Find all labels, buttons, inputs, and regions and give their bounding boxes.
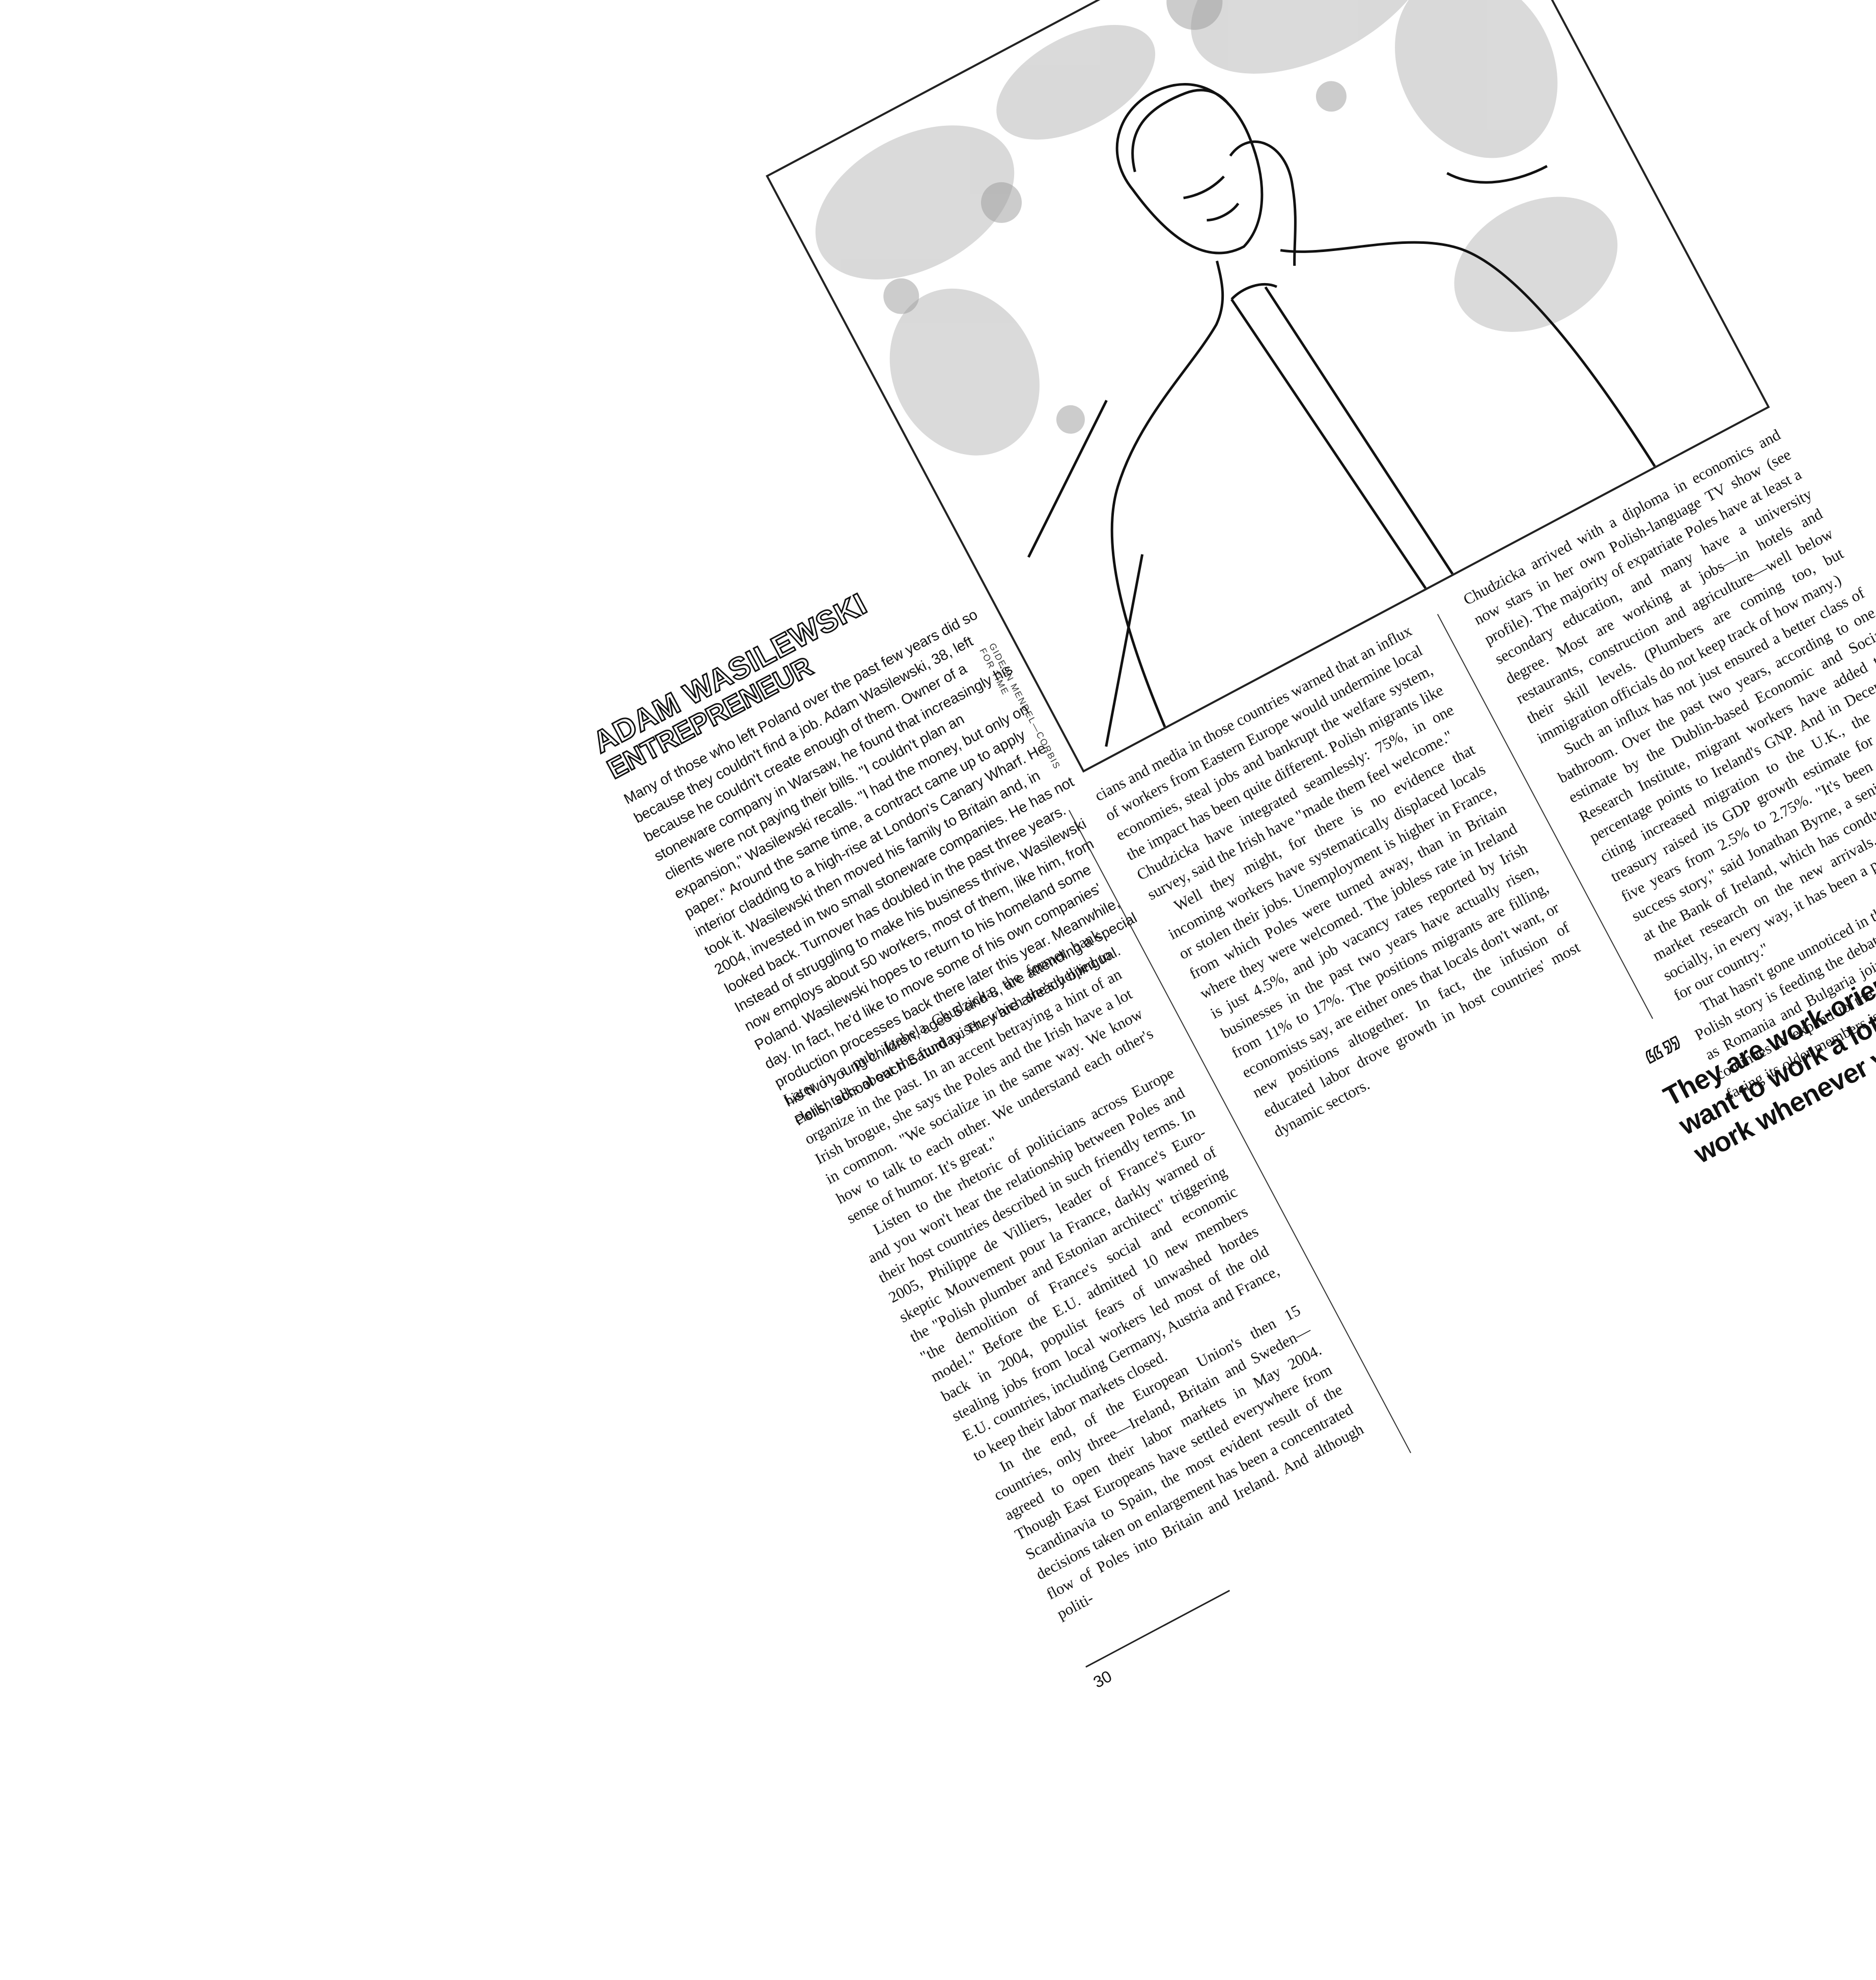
page-number: 30 [1090, 1666, 1115, 1692]
portrait-photo [766, 0, 1770, 773]
sketch-illustration [815, 0, 1656, 747]
magazine-page: GIDEON MENDEL—CORBIS FOR TIME ADAM WASIL… [397, 0, 1876, 1720]
